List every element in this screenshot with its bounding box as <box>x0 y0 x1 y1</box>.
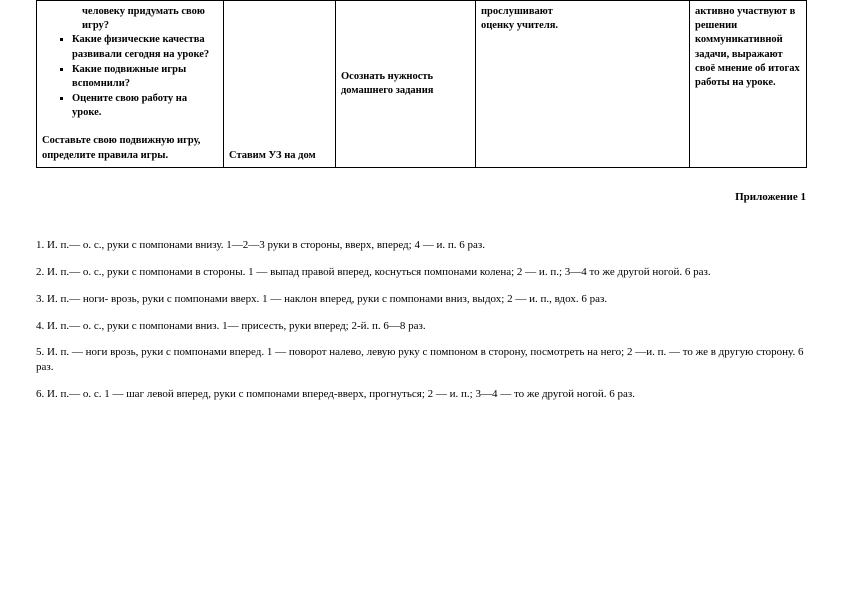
col4-text: прослушивают оценку учителя. <box>481 5 578 33</box>
exercise-item: 5. И. п. — ноги врозь, руки с помпонами … <box>36 345 806 375</box>
col2-text: Ставим УЗ на дом <box>229 149 330 163</box>
col1-bullet-list: Какие физические качества развивали сего… <box>42 33 218 120</box>
exercise-item: 3. И. п.— ноги- врозь, руки с помпонами … <box>36 292 806 307</box>
cell-col2: Ставим УЗ на дом <box>224 1 336 168</box>
cell-col6: активно участвуют в решении коммуникатив… <box>690 1 807 168</box>
col1-compose: Составьте свою подвижную игру, определит… <box>42 134 218 162</box>
appendix-label: Приложение 1 <box>36 190 806 204</box>
col6-text: активно участвуют в решении коммуникатив… <box>695 5 801 90</box>
exercise-list: 1. И. п.— о. с., руки с помпонами внизу.… <box>36 238 806 402</box>
col1-bullet: Оцените свою работу на уроке. <box>72 92 218 120</box>
cell-col1: человеку придумать свою игру? Какие физи… <box>37 1 224 168</box>
col1-line1: человеку придумать свою игру? <box>42 5 218 33</box>
cell-col3: Осознать нужность домашнего задания <box>336 1 476 168</box>
col1-bullet: Какие подвижные игры вспомнили? <box>72 63 218 91</box>
cell-col4: прослушивают оценку учителя. <box>476 1 583 168</box>
exercise-item: 4. И. п.— о. с., руки с помпонами вниз. … <box>36 319 806 334</box>
cell-col5 <box>583 1 690 168</box>
exercise-item: 1. И. п.— о. с., руки с помпонами внизу.… <box>36 238 806 253</box>
lesson-plan-table: человеку придумать свою игру? Какие физи… <box>36 0 807 168</box>
exercise-item: 2. И. п.— о. с., руки с помпонами в стор… <box>36 265 806 280</box>
exercise-item: 6. И. п.— о. с. 1 — шаг левой вперед, ру… <box>36 387 806 402</box>
col3-text: Осознать нужность домашнего задания <box>341 70 470 98</box>
col1-bullet: Какие физические качества развивали сего… <box>72 33 218 61</box>
